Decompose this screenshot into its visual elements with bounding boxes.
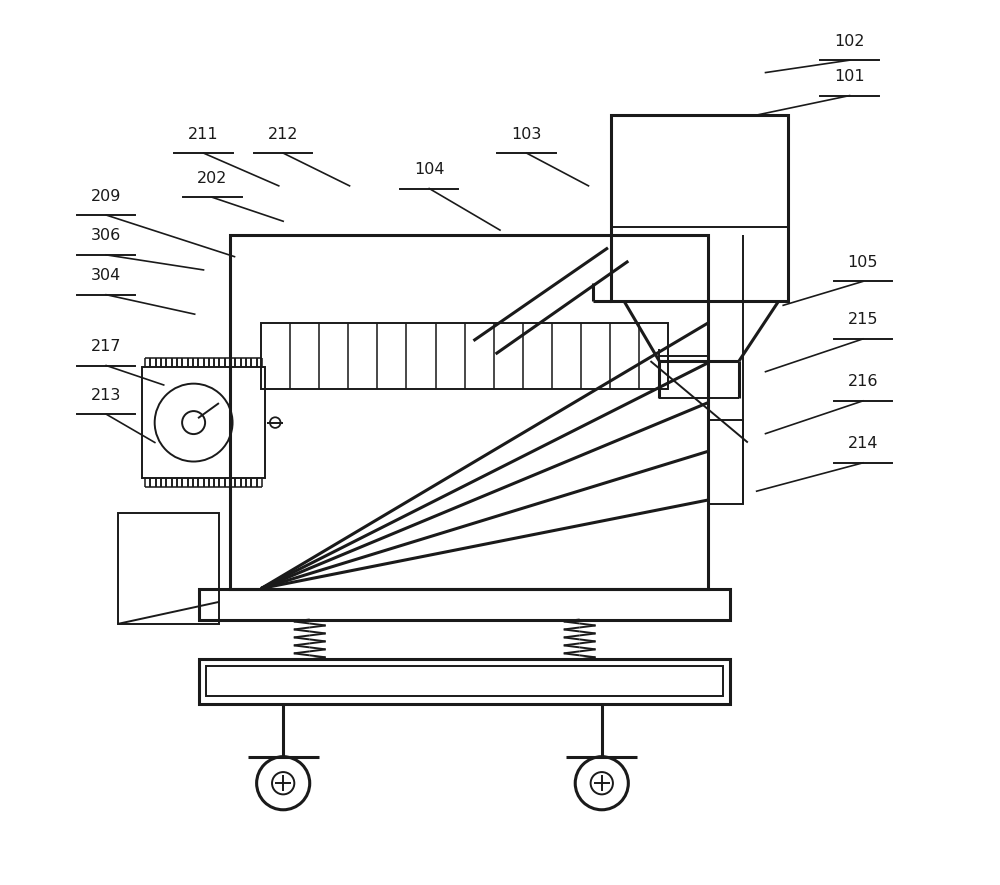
Text: 306: 306 — [91, 228, 121, 243]
Text: 213: 213 — [91, 388, 121, 403]
Bar — [206, 666, 723, 696]
Text: 215: 215 — [848, 312, 878, 327]
Text: 102: 102 — [834, 34, 865, 49]
Bar — [708, 420, 743, 504]
Text: 214: 214 — [848, 436, 878, 451]
Bar — [199, 589, 730, 619]
Text: 105: 105 — [848, 255, 878, 270]
Text: 217: 217 — [91, 339, 121, 354]
Text: 103: 103 — [511, 127, 542, 142]
Text: 101: 101 — [834, 69, 865, 84]
Bar — [611, 115, 788, 301]
Bar — [261, 323, 668, 389]
Text: 211: 211 — [188, 127, 219, 142]
Bar — [199, 659, 730, 704]
Text: 216: 216 — [848, 374, 878, 389]
Text: 304: 304 — [91, 268, 121, 283]
Text: 209: 209 — [91, 189, 121, 204]
Text: 212: 212 — [268, 127, 298, 142]
Text: 104: 104 — [414, 162, 444, 177]
Text: 202: 202 — [197, 171, 228, 186]
Bar — [118, 513, 219, 624]
Bar — [142, 367, 265, 478]
Bar — [230, 235, 708, 589]
